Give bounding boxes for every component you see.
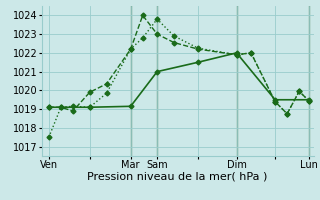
X-axis label: Pression niveau de la mer( hPa ): Pression niveau de la mer( hPa ) [87, 172, 268, 182]
